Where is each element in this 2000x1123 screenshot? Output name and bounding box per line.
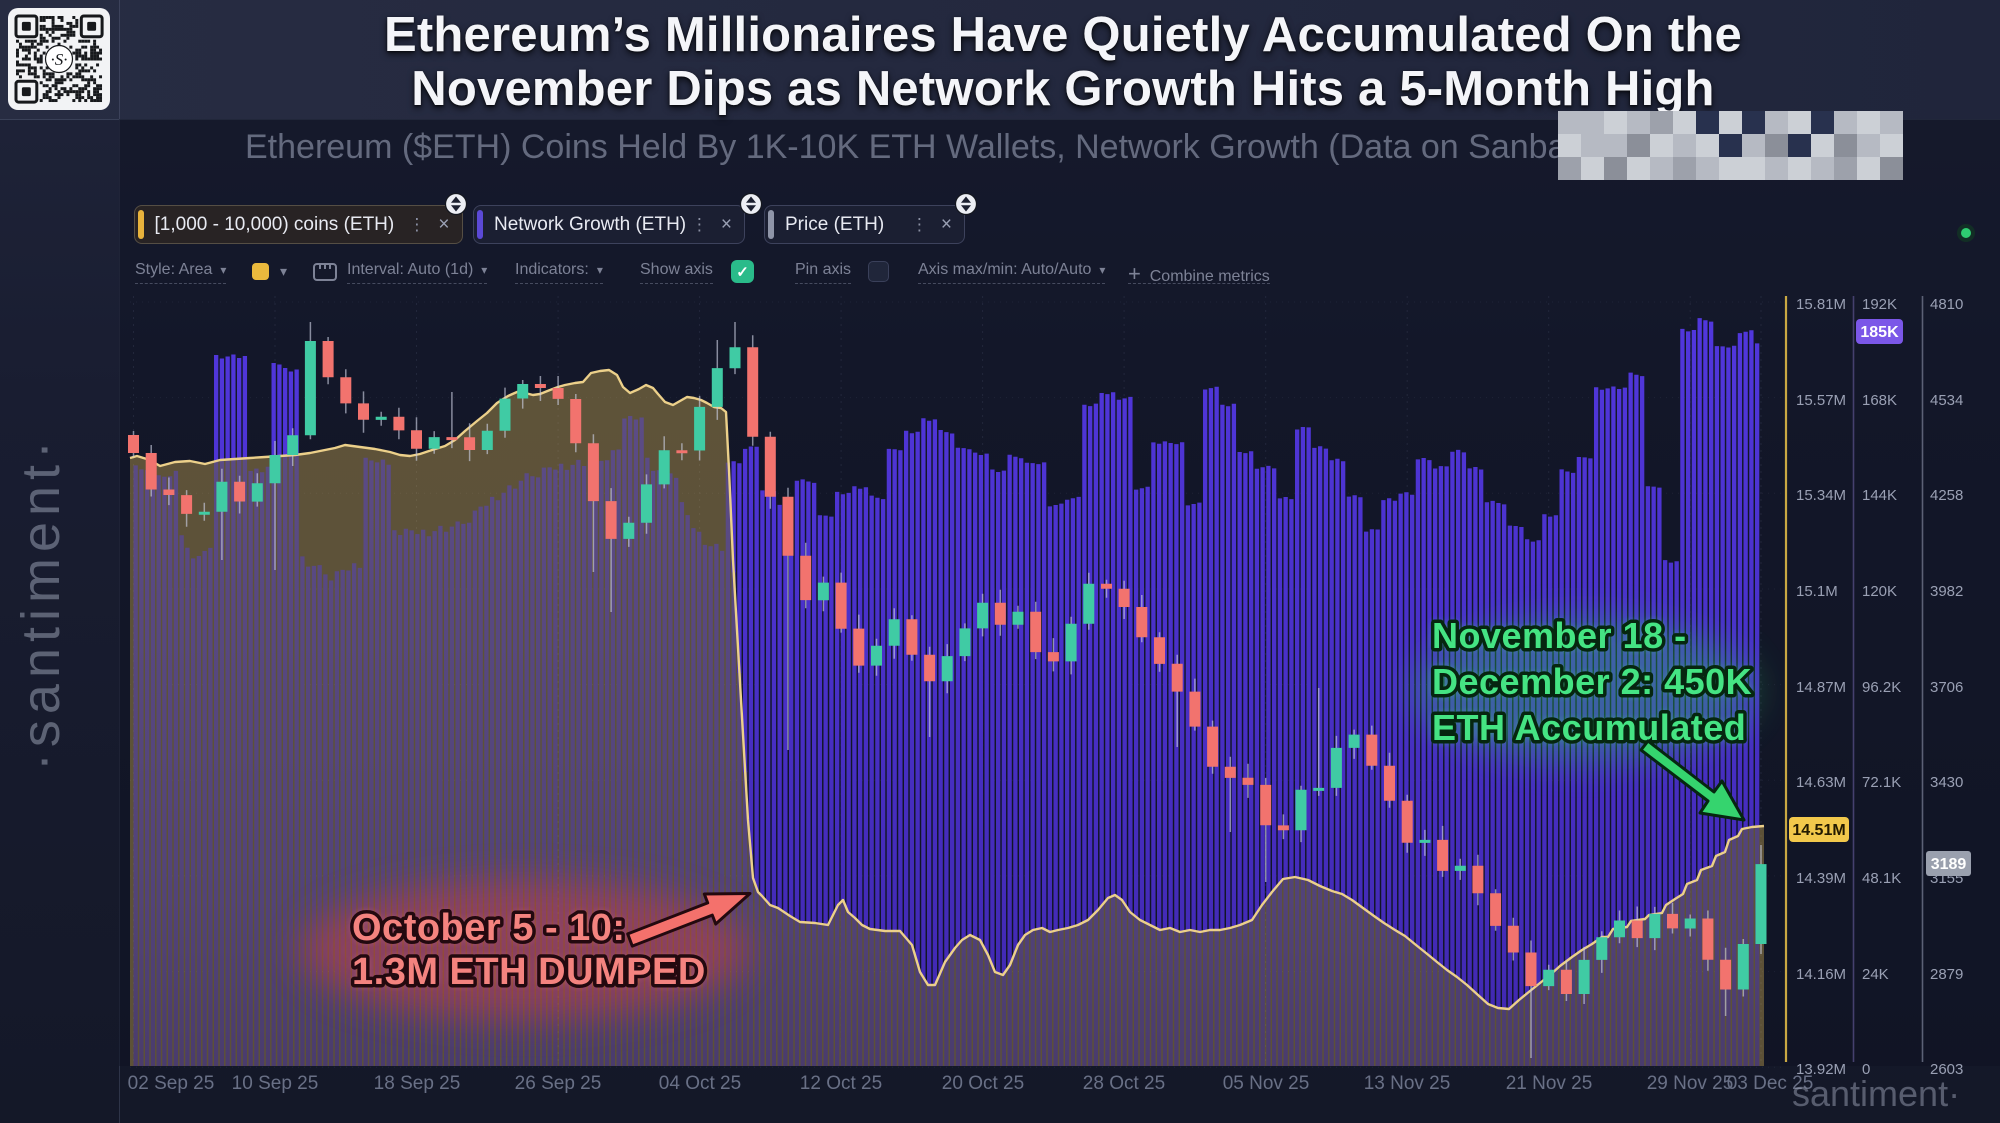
svg-text:November 18 -: November 18 - [1432, 615, 1687, 656]
svg-text:December 2: 450K: December 2: 450K [1432, 661, 1752, 702]
svg-text:03 Dec 25: 03 Dec 25 [1727, 1073, 1814, 1094]
svg-text:168K: 168K [1862, 392, 1897, 409]
svg-text:3706: 3706 [1930, 679, 1963, 696]
svg-text:·S·: ·S· [51, 50, 68, 69]
svg-text:December 2: 450K: December 2: 450K [1432, 661, 1752, 702]
svg-text:2879: 2879 [1930, 966, 1963, 983]
svg-text:10 Sep 25: 10 Sep 25 [232, 1073, 319, 1094]
svg-text:3430: 3430 [1930, 774, 1963, 791]
svg-text:48.1K: 48.1K [1862, 870, 1901, 887]
svg-text:18 Sep 25: 18 Sep 25 [374, 1073, 461, 1094]
svg-text:13.92M: 13.92M [1796, 1061, 1846, 1078]
svg-text:05 Nov 25: 05 Nov 25 [1223, 1073, 1310, 1094]
svg-text:144K: 144K [1862, 487, 1897, 504]
svg-text:15.81M: 15.81M [1796, 296, 1846, 313]
svg-text:20 Oct 25: 20 Oct 25 [942, 1073, 1024, 1094]
svg-text:4534: 4534 [1930, 392, 1963, 409]
svg-text:72.1K: 72.1K [1862, 774, 1901, 791]
svg-text:santiment·: santiment· [1792, 1073, 1960, 1114]
svg-text:120K: 120K [1862, 583, 1897, 600]
svg-text:96.2K: 96.2K [1862, 679, 1901, 696]
svg-text:04 Oct 25: 04 Oct 25 [659, 1073, 741, 1094]
svg-text:1.3M ETH DUMPED: 1.3M ETH DUMPED [352, 951, 706, 993]
svg-text:192K: 192K [1862, 296, 1897, 313]
svg-text:29 Nov 25: 29 Nov 25 [1647, 1073, 1734, 1094]
svg-text:0: 0 [1862, 1061, 1870, 1078]
svg-text:ETH Accumulated: ETH Accumulated [1432, 707, 1746, 748]
svg-text:2603: 2603 [1930, 1061, 1963, 1078]
svg-text:13 Nov 25: 13 Nov 25 [1364, 1073, 1451, 1094]
svg-text:14.87M: 14.87M [1796, 679, 1846, 696]
svg-text:14.39M: 14.39M [1796, 870, 1846, 887]
svg-text:4258: 4258 [1930, 487, 1963, 504]
svg-text:ETH Accumulated: ETH Accumulated [1432, 707, 1746, 748]
svg-text:185K: 185K [1860, 324, 1899, 341]
svg-text:21 Nov 25: 21 Nov 25 [1506, 1073, 1593, 1094]
svg-text:15.57M: 15.57M [1796, 392, 1846, 409]
svg-text:November 18 -: November 18 - [1432, 615, 1687, 656]
svg-text:15.1M: 15.1M [1796, 583, 1838, 600]
svg-text:14.51M: 14.51M [1792, 822, 1845, 839]
svg-text:15.34M: 15.34M [1796, 487, 1846, 504]
svg-text:14.63M: 14.63M [1796, 774, 1846, 791]
svg-text:3189: 3189 [1931, 856, 1967, 873]
svg-text:14.16M: 14.16M [1796, 966, 1846, 983]
svg-text:1.3M ETH DUMPED: 1.3M ETH DUMPED [352, 951, 706, 993]
svg-text:12 Oct 25: 12 Oct 25 [800, 1073, 882, 1094]
svg-text:October 5 - 10:: October 5 - 10: [352, 907, 626, 949]
svg-text:26 Sep 25: 26 Sep 25 [515, 1073, 602, 1094]
svg-text:3982: 3982 [1930, 583, 1963, 600]
svg-text:4810: 4810 [1930, 296, 1963, 313]
svg-text:02 Sep 25: 02 Sep 25 [128, 1073, 215, 1094]
svg-text:28 Oct 25: 28 Oct 25 [1083, 1073, 1165, 1094]
svg-text:24K: 24K [1862, 966, 1889, 983]
svg-text:October 5 - 10:: October 5 - 10: [352, 907, 626, 949]
